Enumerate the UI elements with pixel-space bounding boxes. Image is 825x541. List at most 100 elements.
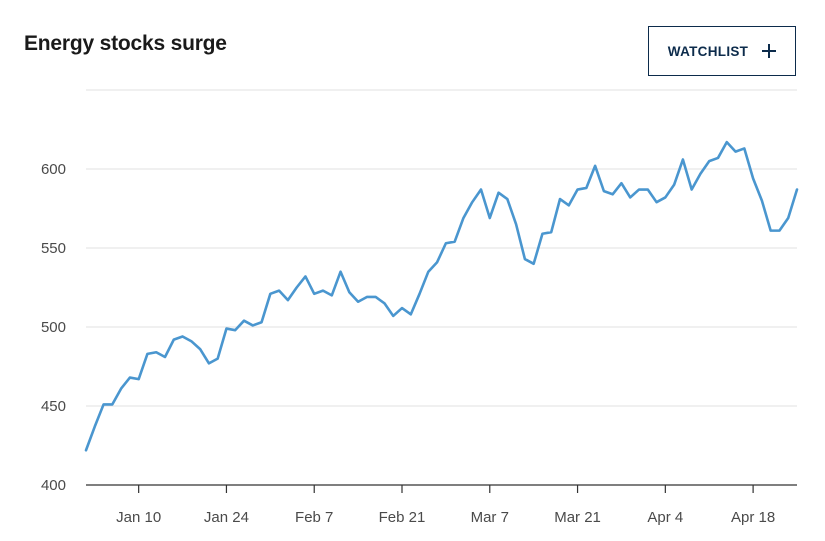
data-point [576,188,580,192]
data-point [795,188,799,192]
data-point [602,189,606,193]
data-point [128,376,132,380]
data-point [163,355,167,359]
data-point [777,229,781,233]
x-tick-label: Apr 18 [731,509,775,526]
data-point [321,289,325,293]
data-point [233,328,237,332]
plus-icon [762,44,777,58]
x-tick-label: Jan 10 [116,509,161,526]
data-point [470,200,474,204]
data-point [655,200,659,204]
data-point [646,188,650,192]
data-point [540,232,544,236]
data-point [339,270,343,274]
data-point [189,339,193,343]
data-point [242,319,246,323]
data-point [391,314,395,318]
data-point [110,402,114,406]
data-point [330,293,334,297]
data-point [514,222,518,226]
data-point [760,199,764,203]
data-point [374,295,378,299]
data-point [549,230,553,234]
series-group [84,140,799,452]
x-tick-label: Jan 24 [204,509,249,526]
data-point [277,289,281,293]
watchlist-label: WATCHLIST [667,43,749,59]
data-point [567,203,571,207]
data-point [523,257,527,261]
data-point [181,334,185,338]
data-point [102,402,106,406]
data-point [198,347,202,351]
data-point [681,158,685,162]
x-tick-label: Feb 7 [295,509,333,526]
data-point [295,286,299,290]
data-point [558,197,562,201]
y-tick-label: 600 [41,161,66,178]
data-point [207,361,211,365]
data-point [742,146,746,150]
data-point [453,240,457,244]
data-point [628,195,632,199]
data-point [347,290,351,294]
data-point [593,164,597,168]
data-point [119,387,123,391]
data-point [435,260,439,264]
data-point [303,274,307,278]
data-point [637,188,641,192]
data-point [365,295,369,299]
series-line [84,140,799,452]
data-point [751,176,755,180]
data-point [382,301,386,305]
data-point [312,292,316,296]
data-point [154,350,158,354]
data-point [444,241,448,245]
data-point [663,195,667,199]
data-point [93,425,97,429]
chart-title: Energy stocks surge [24,32,227,55]
x-axis-labels: Jan 10 Jan 24 Feb 7 Feb 21 Mar 7 Mar 21 Apr 4 A… [116,509,775,526]
data-point [707,159,711,163]
data-point [584,186,588,190]
data-point [672,183,676,187]
watchlist-button[interactable]: WATCHLIST [648,26,796,76]
data-point [690,188,694,192]
data-point [734,150,738,154]
data-point [172,338,176,342]
data-point [488,216,492,220]
data-point [479,188,483,192]
data-point [786,216,790,220]
data-point [251,323,255,327]
x-tick-label: Apr 4 [647,509,683,526]
data-point [286,298,290,302]
data-point [400,306,404,310]
data-point [224,327,228,331]
data-point [268,292,272,296]
data-point [84,448,88,452]
x-tick-label: Mar 7 [471,509,509,526]
grid-lines [86,89,797,407]
data-point [356,300,360,304]
data-point [725,140,729,144]
data-point [137,377,141,381]
data-point [716,156,720,160]
data-point [260,320,264,324]
data-point [497,191,501,195]
data-point [698,172,702,176]
data-point [145,352,149,356]
x-axis [86,484,797,493]
data-point [619,181,623,185]
x-tick-label: Mar 21 [554,509,601,526]
y-tick-label: 400 [41,477,66,494]
data-point [769,229,773,233]
data-point [418,292,422,296]
data-point [409,312,413,316]
data-point [505,197,509,201]
data-point [461,216,465,220]
data-point [611,192,615,196]
y-axis-labels: 400 450 500 550 600 [41,161,66,494]
y-tick-label: 450 [41,398,66,415]
